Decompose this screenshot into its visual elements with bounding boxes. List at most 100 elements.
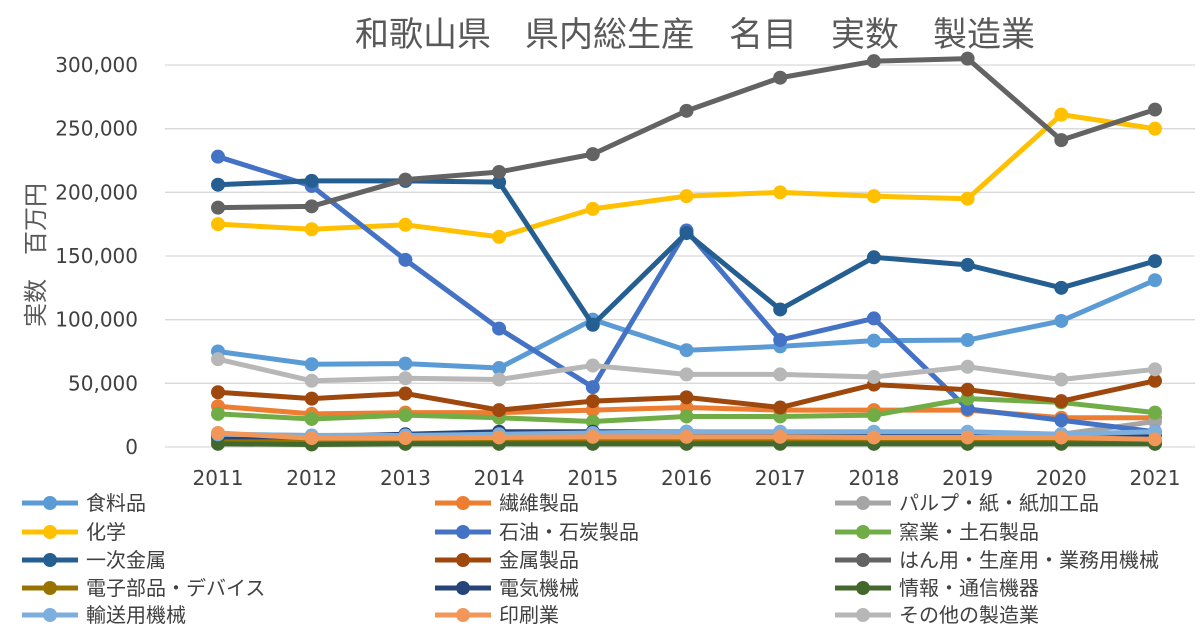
legend-swatch-marker (856, 525, 870, 539)
data-point (492, 164, 507, 179)
legend-label: 一次金属 (86, 548, 166, 572)
data-point (585, 380, 600, 395)
data-point (585, 394, 600, 409)
data-point (773, 185, 788, 200)
x-tick-label: 2015 (567, 466, 618, 490)
y-axis-ticks: 0 50,000 100,000 150,000 200,000 250,000 300,0… (55, 53, 138, 459)
y-tick-label: 0 (125, 435, 138, 459)
legend-label: 金属製品 (499, 548, 579, 572)
data-point (679, 103, 694, 118)
data-point (773, 333, 788, 348)
data-point (492, 361, 507, 376)
data-point (1148, 405, 1162, 420)
legend-swatch-marker (456, 581, 470, 595)
data-point (304, 391, 319, 406)
data-point (960, 382, 975, 397)
data-point (1148, 273, 1162, 288)
data-point (960, 191, 975, 206)
legend-swatch-marker (456, 496, 470, 510)
series-15 (211, 352, 1162, 388)
data-point (866, 54, 881, 69)
data-point (398, 408, 413, 423)
legend-label: 電子部品・デバイス (86, 576, 265, 600)
legend-item: 窯業・土石製品 (835, 520, 1039, 544)
data-point (866, 430, 881, 445)
data-point (304, 411, 319, 426)
data-point (960, 430, 975, 445)
gridlines (165, 64, 1195, 448)
y-tick-label: 300,000 (55, 53, 138, 77)
legend-swatch-marker (456, 525, 470, 539)
data-point (211, 425, 225, 440)
data-point (679, 390, 694, 405)
series-14 (211, 425, 1162, 447)
data-point (211, 177, 225, 192)
data-point (304, 199, 319, 214)
data-point (679, 189, 694, 204)
data-point (1054, 107, 1069, 122)
legend-swatch-marker (43, 496, 57, 510)
legend-label: 石油・石炭製品 (499, 520, 639, 544)
legend-label: 輸送用機械 (86, 603, 186, 627)
data-point (866, 408, 881, 423)
series-1 (211, 273, 1162, 376)
data-point (1054, 280, 1069, 295)
data-point (304, 222, 319, 237)
data-point (492, 229, 507, 244)
data-point (211, 217, 225, 232)
legend-item: 金属製品 (435, 548, 579, 572)
x-axis-ticks: 2011 2012 2013 2014 2015 2016 2017 2018 2019 2020… (193, 466, 1181, 490)
y-axis-label: 実数 百万円 (22, 183, 50, 327)
data-point (1054, 133, 1069, 148)
legend-label: 繊維製品 (499, 491, 579, 515)
data-point (585, 414, 600, 429)
data-point (679, 343, 694, 358)
legend-swatch-marker (856, 581, 870, 595)
data-point (866, 189, 881, 204)
legend-swatch-marker (43, 553, 57, 567)
data-point (1148, 373, 1162, 388)
legend-swatch-marker (43, 525, 57, 539)
data-point (1054, 430, 1069, 445)
legend-item: 輸送用機械 (22, 603, 186, 627)
series-7 (211, 173, 1162, 332)
series-line (217, 56, 1156, 211)
y-tick-label: 100,000 (55, 308, 138, 332)
legend-item: 一次金属 (22, 548, 166, 572)
legend-label: 印刷業 (499, 603, 559, 627)
series-lines (211, 51, 1162, 452)
legend-item: 石油・石炭製品 (435, 520, 639, 544)
data-point (960, 333, 975, 348)
x-tick-label: 2013 (380, 466, 431, 490)
legend-item: はん用・生産用・業務用機械 (835, 548, 1159, 572)
x-tick-label: 2017 (755, 466, 806, 490)
legend-item: 繊維製品 (435, 491, 579, 515)
data-point (585, 201, 600, 216)
data-point (211, 200, 225, 215)
x-tick-label: 2021 (1130, 466, 1181, 490)
x-tick-label: 2012 (286, 466, 337, 490)
y-tick-label: 150,000 (55, 244, 138, 268)
y-tick-label: 50,000 (68, 371, 138, 395)
data-point (585, 358, 600, 373)
data-point (960, 401, 975, 416)
data-point (585, 429, 600, 444)
data-point (492, 321, 507, 336)
chart-title: 和歌山県 県内総生産 名目 実数 製造業 (355, 15, 1035, 55)
data-point (398, 217, 413, 232)
legend-swatch-marker (456, 553, 470, 567)
y-tick-label: 250,000 (55, 117, 138, 141)
data-point (1148, 121, 1162, 136)
legend-label: 情報・通信機器 (899, 576, 1039, 600)
legend-swatch-marker (856, 496, 870, 510)
legend-swatch-marker (856, 553, 870, 567)
legend-label: はん用・生産用・業務用機械 (899, 548, 1159, 572)
series-4 (211, 107, 1162, 244)
data-point (585, 317, 600, 332)
data-point (398, 386, 413, 401)
legend-item: 電子部品・デバイス (22, 576, 265, 600)
data-point (304, 431, 319, 446)
legend-item: 情報・通信機器 (835, 576, 1039, 600)
legend-swatch-marker (856, 608, 870, 622)
